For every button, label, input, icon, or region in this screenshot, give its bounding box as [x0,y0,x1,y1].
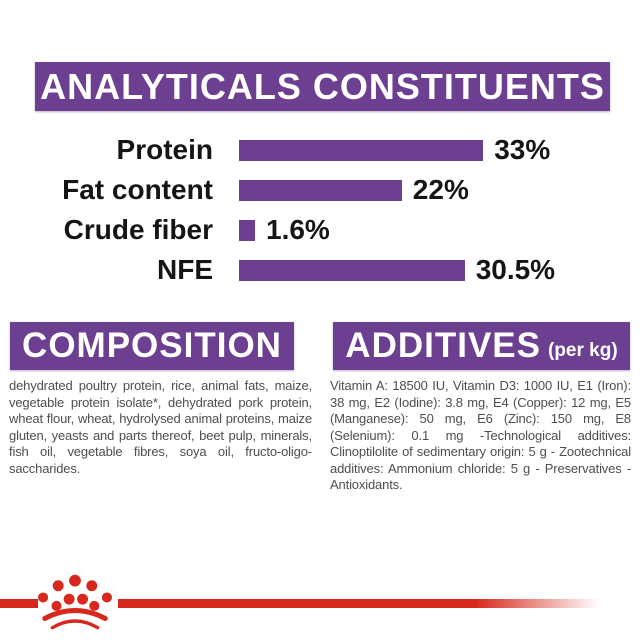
bar-label: Protein [116,134,213,165]
red-stripe-left [0,599,38,608]
bar [239,259,465,281]
red-stripe-right [118,599,600,608]
bar [239,179,402,201]
additives-unit: (per kg) [548,340,618,361]
analyticals-chart: Protein 33% Fat content 22% Crude fiber 1.6% N… [0,130,640,290]
additives-title: ADDITIVES [345,326,541,365]
composition-title: COMPOSITION [22,326,282,365]
bar [239,219,255,241]
analyticals-title: ANALYTICALS CONSTITUENTS [40,65,605,107]
bar-value: 33% [494,134,551,165]
bar-label: Fat content [62,174,213,205]
bar-label: Crude fiber [63,214,213,245]
bar-value: 1.6% [266,214,330,245]
chart-row: Protein 33% [0,130,640,170]
composition-text: dehydrated poultry protein, rice, animal… [9,378,312,476]
bar-label: NFE [157,254,213,285]
composition-banner: COMPOSITION [10,322,294,370]
bar [239,139,484,161]
chart-row: NFE 30.5% [0,250,640,290]
bar-value: 30.5% [475,254,556,285]
chart-row: Crude fiber 1.6% [0,210,640,250]
analyticals-banner: ANALYTICALS CONSTITUENTS [35,62,610,111]
additives-banner: ADDITIVES (per kg) [333,322,630,370]
royal-canin-crown-icon [38,574,112,630]
chart-row: Fat content 22% [0,170,640,210]
bar-value: 22% [412,174,469,205]
additives-text: Vitamin A: 18500 IU, Vitamin D3: 1000 IU… [330,378,631,492]
